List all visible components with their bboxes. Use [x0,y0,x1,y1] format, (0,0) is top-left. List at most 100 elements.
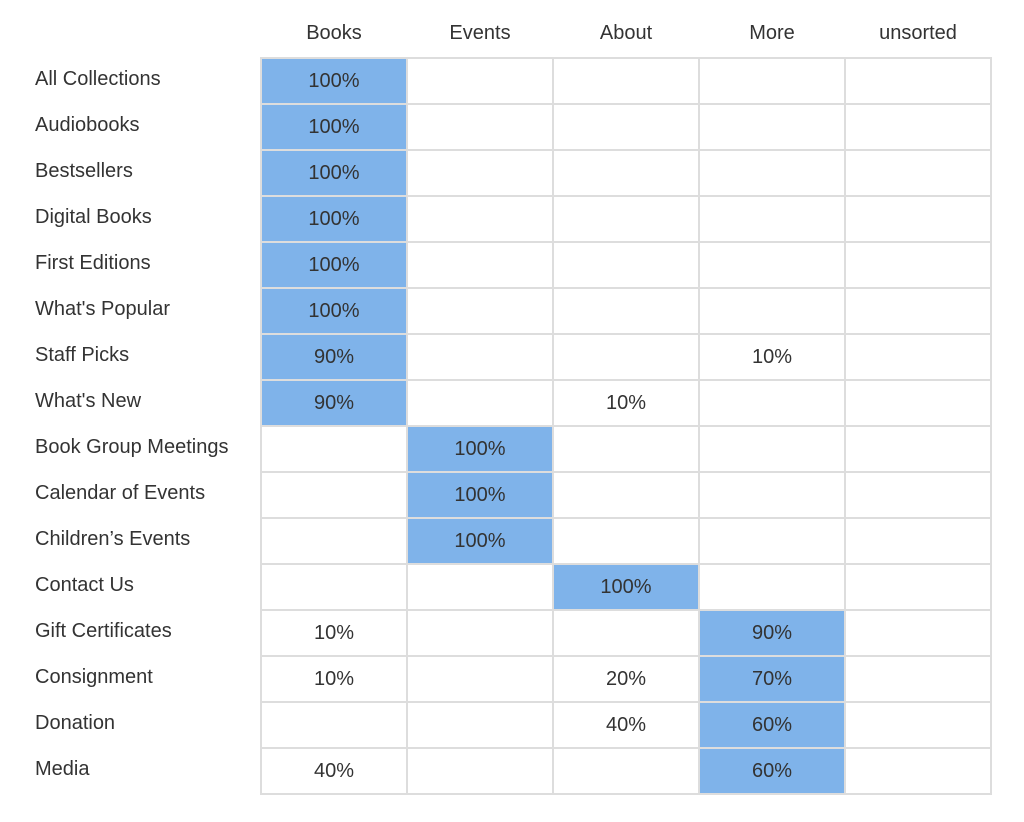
matrix-cell [554,243,698,287]
row-label: Children’s Events [35,528,191,550]
matrix-cell [700,519,844,563]
matrix-cell [846,519,990,563]
matrix-cell [846,381,990,425]
matrix-cell: 40% [554,703,698,747]
row-label: Book Group Meetings [35,436,229,458]
matrix-cell [408,59,552,103]
matrix-cell [700,197,844,241]
matrix-cell: 40% [262,749,406,793]
matrix-cell [700,59,844,103]
column-header: About [599,22,653,44]
row-label: All Collections [35,68,161,90]
matrix-cell [408,657,552,701]
matrix-cell: 20% [554,657,698,701]
matrix-cell: 100% [554,565,698,609]
matrix-cell: 90% [262,381,406,425]
matrix-cell: 10% [262,611,406,655]
matrix-cell [554,427,698,471]
matrix-cell [846,243,990,287]
column-header: unsorted [879,22,957,44]
row-label: Contact Us [35,574,134,596]
matrix-cell: 100% [262,197,406,241]
row-label: Bestsellers [35,160,133,182]
row-label: Calendar of Events [35,482,206,504]
matrix-cell: 100% [408,427,552,471]
row-label: Gift Certificates [35,620,172,642]
column-header: More [749,22,795,44]
matrix-cell: 60% [700,703,844,747]
matrix-cell [846,473,990,517]
row-label: Digital Books [35,206,152,228]
matrix-cell [846,289,990,333]
row-label: First Editions [35,252,151,274]
matrix-cell: 100% [262,59,406,103]
column-header: Books [306,22,362,44]
row-label: Audiobooks [35,114,140,136]
matrix-cell [408,749,552,793]
matrix-cell [554,151,698,195]
matrix-cell [408,703,552,747]
matrix-cell [408,105,552,149]
matrix-cell: 10% [262,657,406,701]
matrix-cell [846,703,990,747]
matrix-cell [700,243,844,287]
matrix-cell [554,611,698,655]
matrix-cell [262,565,406,609]
matrix-cell: 100% [408,473,552,517]
row-label: Donation [35,712,116,734]
row-label: What's Popular [35,298,170,320]
matrix-cell: 100% [408,519,552,563]
matrix-cell [262,473,406,517]
matrix-cell [554,197,698,241]
matrix-cell [408,565,552,609]
row-label: What's New [35,390,142,412]
matrix-cell [408,611,552,655]
matrix-cell [700,565,844,609]
matrix-cell [846,151,990,195]
matrix-cell [700,151,844,195]
matrix-cell [554,749,698,793]
matrix-cell: 90% [262,335,406,379]
matrix-cell [408,381,552,425]
matrix-cell [408,197,552,241]
matrix-cell: 90% [700,611,844,655]
matrix-cell: 100% [262,243,406,287]
matrix-cell [846,59,990,103]
matrix-cell [554,335,698,379]
matrix-cell: 10% [554,381,698,425]
matrix-cell [554,289,698,333]
matrix-cell [846,611,990,655]
matrix-cell [554,59,698,103]
matrix-cell: 10% [700,335,844,379]
matrix-cell [846,565,990,609]
matrix-cell [700,289,844,333]
matrix-cell [262,427,406,471]
matrix-grid: 100% 100% 100% 100% 100% 100% 90% 10% 90% 10% 100%… [260,57,992,795]
matrix-cell: 100% [262,289,406,333]
matrix-cell [554,473,698,517]
matrix-cell [262,703,406,747]
matrix-cell [846,427,990,471]
matrix-cell [554,105,698,149]
matrix-cell [554,519,698,563]
matrix-cell: 70% [700,657,844,701]
matrix-cell [408,243,552,287]
matrix-cell: 100% [262,105,406,149]
matrix-cell [846,197,990,241]
matrix-cell [700,473,844,517]
matrix-cell [846,335,990,379]
row-label: Consignment [35,666,153,688]
matrix-cell [700,381,844,425]
matrix-cell [408,289,552,333]
row-label: Staff Picks [35,344,130,366]
matrix-cell [846,657,990,701]
column-header: Events [449,22,511,44]
matrix-cell [262,519,406,563]
matrix-cell: 60% [700,749,844,793]
matrix-cell: 100% [262,151,406,195]
matrix-cell [408,335,552,379]
matrix-cell [700,427,844,471]
matrix-cell [846,105,990,149]
matrix-cell [700,105,844,149]
